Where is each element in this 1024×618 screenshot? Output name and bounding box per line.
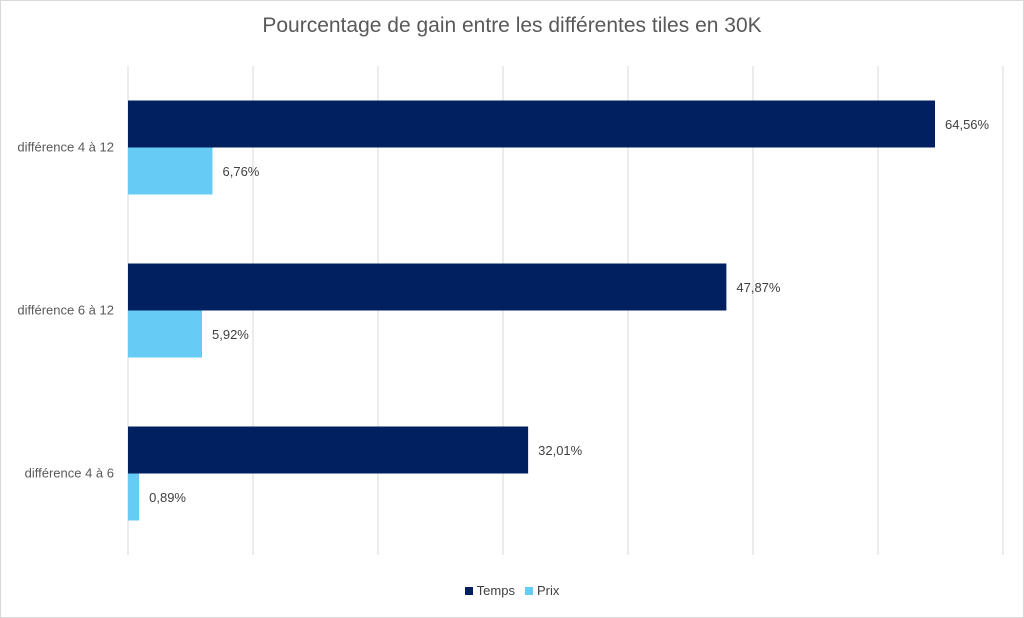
data-label: 6,76% bbox=[223, 164, 260, 179]
category-label: différence 4 à 6 bbox=[25, 466, 114, 481]
legend-item-temps: Temps bbox=[464, 583, 515, 598]
data-label: 47,87% bbox=[736, 280, 781, 295]
bar-temps bbox=[128, 100, 935, 148]
legend-swatch-prix bbox=[524, 586, 533, 595]
legend-item-prix: Prix bbox=[524, 583, 560, 598]
legend-label-prix: Prix bbox=[536, 583, 560, 598]
bar-prix bbox=[128, 310, 202, 358]
data-label: 64,56% bbox=[945, 117, 990, 132]
data-label: 32,01% bbox=[538, 443, 583, 458]
legend-label-temps: Temps bbox=[476, 583, 515, 598]
chart-legend: Temps Prix bbox=[0, 583, 1024, 598]
chart-title: Pourcentage de gain entre les différente… bbox=[262, 14, 762, 37]
category-label: différence 4 à 12 bbox=[17, 140, 114, 155]
legend-swatch-temps bbox=[464, 586, 473, 595]
data-label: 0,89% bbox=[149, 490, 186, 505]
bar-prix bbox=[128, 473, 140, 521]
category-label: différence 6 à 12 bbox=[17, 303, 114, 318]
bar-temps bbox=[128, 426, 529, 474]
bar-prix bbox=[128, 147, 213, 195]
data-label: 5,92% bbox=[212, 327, 249, 342]
bar-temps bbox=[128, 263, 727, 311]
